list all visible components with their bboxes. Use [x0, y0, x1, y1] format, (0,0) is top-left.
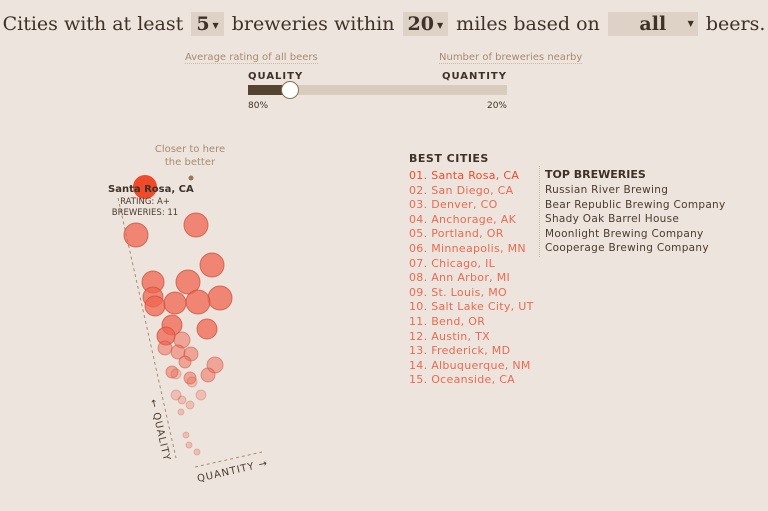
- city-bubble[interactable]: [170, 368, 182, 380]
- city-list-item[interactable]: 14. Albuquerque, NM: [409, 358, 531, 372]
- beer-filter-select[interactable]: all ▼: [607, 12, 698, 36]
- header-text: breweries within: [231, 13, 395, 35]
- chart-note: Closer to here the better: [154, 144, 226, 168]
- city-list-item[interactable]: 10. Salt Lake City, UT: [409, 300, 534, 314]
- city-bubble[interactable]: [123, 222, 149, 248]
- miles-select[interactable]: 20 ▼: [402, 12, 449, 36]
- city-bubble[interactable]: [200, 367, 216, 383]
- city-bubble[interactable]: [207, 285, 233, 311]
- best-cities-title: BEST CITIES: [409, 152, 489, 165]
- city-list-item[interactable]: 08. Ann Arbor, MI: [409, 271, 511, 285]
- top-breweries-title: TOP BREWERIES: [545, 168, 646, 181]
- header-text: beers.: [705, 13, 766, 35]
- city-bubble[interactable]: [186, 376, 198, 388]
- city-bubble[interactable]: [163, 291, 187, 315]
- quality-description: Average rating of all beers: [185, 52, 318, 64]
- city-bubble[interactable]: [144, 295, 166, 317]
- min-breweries-select[interactable]: 5 ▼: [191, 12, 224, 36]
- city-bubble[interactable]: [199, 252, 225, 278]
- city-bubble[interactable]: [177, 408, 185, 416]
- city-bubble[interactable]: [183, 371, 197, 385]
- city-bubble[interactable]: [182, 431, 190, 439]
- header-text: Cities with at least: [2, 13, 184, 35]
- city-bubble[interactable]: [165, 365, 179, 379]
- city-bubble[interactable]: [185, 441, 193, 449]
- city-list-item[interactable]: 07. Chicago, IL: [409, 256, 496, 270]
- city-bubble[interactable]: [170, 389, 182, 401]
- quantity-axis-label: QUANTITY →: [196, 458, 269, 485]
- city-bubble[interactable]: [183, 212, 209, 238]
- city-bubble[interactable]: [177, 395, 187, 405]
- city-list-item[interactable]: 03. Denver, CO: [409, 198, 498, 212]
- slider-fill: [248, 85, 290, 95]
- city-list-item[interactable]: 15. Oceanside, CA: [409, 373, 516, 387]
- highlight-breweries: BREWERIES: 11: [112, 208, 178, 218]
- quantity-percent: 20%: [486, 101, 507, 111]
- city-bubble[interactable]: [175, 269, 201, 295]
- header-sentence: Cities with at least 5 ▼ breweries within…: [0, 12, 768, 36]
- city-list-item[interactable]: 13. Frederick, MD: [409, 344, 511, 358]
- city-bubble[interactable]: [193, 448, 201, 456]
- city-list-item[interactable]: 04. Anchorage, AK: [409, 212, 517, 226]
- city-bubble[interactable]: [196, 318, 218, 340]
- city-bubble[interactable]: [178, 355, 192, 369]
- city-list-item[interactable]: 11. Bend, OR: [409, 314, 486, 328]
- quantity-description: Number of breweries nearby: [439, 52, 583, 64]
- city-list-item[interactable]: 02. San Diego, CA: [409, 183, 514, 197]
- best-cities-list: BEST CITIES 01. Santa Rosa, CA 02. San Di…: [409, 152, 534, 388]
- city-bubble[interactable]: [185, 289, 211, 315]
- min-breweries-value: 5: [196, 13, 210, 35]
- brewery-item: Shady Oak Barrel House: [545, 213, 680, 226]
- brewery-item: Moonlight Brewing Company: [545, 227, 704, 240]
- city-bubble[interactable]: [157, 340, 173, 356]
- quantity-label: QUANTITY: [441, 71, 507, 82]
- beer-filter-value: all: [639, 13, 667, 35]
- dropdown-arrow-icon: ▼: [687, 18, 694, 28]
- city-list-item[interactable]: 12. Austin, TX: [409, 329, 491, 343]
- city-list-item[interactable]: 06. Minneapolis, MN: [409, 241, 526, 255]
- quality-percent: 80%: [248, 101, 269, 111]
- ideal-point: [188, 175, 194, 181]
- city-bubble[interactable]: [185, 400, 195, 410]
- highlight-city-label: Santa Rosa, CA: [108, 184, 194, 195]
- slider-handle[interactable]: [281, 81, 300, 99]
- miles-value: 20: [407, 13, 434, 35]
- dropdown-arrow-icon: ▼: [436, 20, 444, 30]
- city-list-item[interactable]: 09. St. Louis, MO: [409, 285, 507, 299]
- quality-label: QUALITY: [248, 71, 304, 82]
- brewery-item: Cooperage Brewing Company: [545, 242, 709, 255]
- quality-axis-label: ← QUALITY: [147, 398, 172, 462]
- weight-slider[interactable]: [248, 81, 507, 99]
- city-bubble[interactable]: [195, 389, 207, 401]
- header-text: miles based on: [456, 13, 600, 35]
- city-list-item[interactable]: 01. Santa Rosa, CA: [409, 169, 520, 182]
- highlight-rating: RATING: A+: [120, 197, 170, 207]
- highlight-city-bubble[interactable]: [133, 175, 157, 199]
- top-breweries-panel: TOP BREWERIES Russian River Brewing Bear …: [539, 166, 726, 257]
- city-list-item[interactable]: 05. Portland, OR: [409, 227, 504, 241]
- brewery-item: Bear Republic Brewing Company: [545, 198, 726, 211]
- dropdown-arrow-icon: ▼: [212, 20, 219, 30]
- brewery-item: Russian River Brewing: [545, 184, 669, 196]
